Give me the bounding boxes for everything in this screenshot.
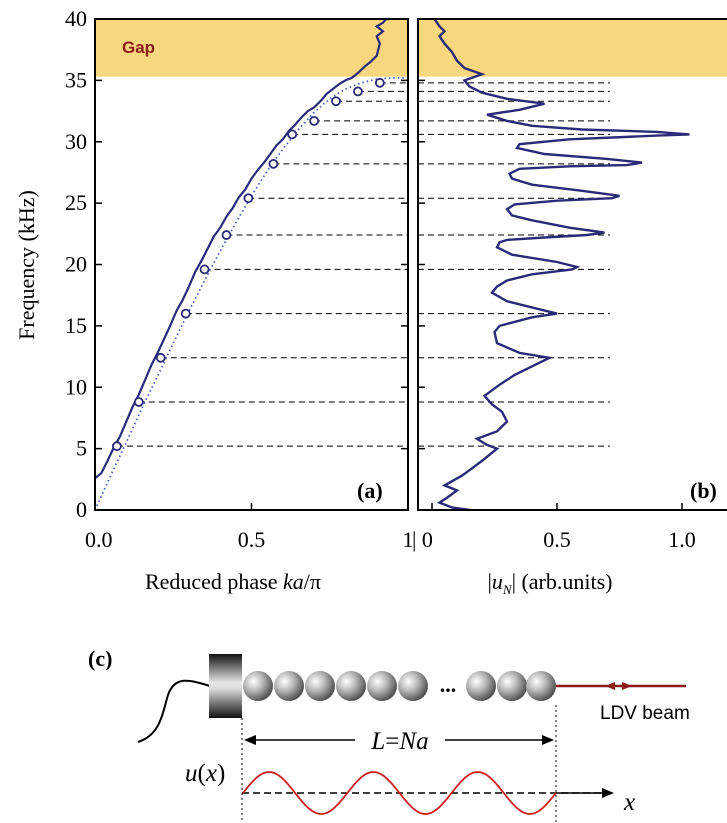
x-axis-label-c: x <box>623 789 635 816</box>
mode-markers <box>112 77 385 452</box>
mode-marker <box>243 193 254 204</box>
ldv-label: LDV beam <box>600 703 690 724</box>
bead <box>243 671 273 701</box>
mode-marker <box>199 264 210 275</box>
bead <box>367 671 397 701</box>
gap-label: Gap <box>122 38 155 57</box>
length-eq: = <box>385 728 399 755</box>
mode-marker <box>133 397 144 407</box>
ldv-arrow-left <box>605 682 615 690</box>
x-tick-label-a: 1 <box>403 527 414 552</box>
plot-frame-b <box>417 18 727 511</box>
ldv-arrow-right <box>622 682 632 690</box>
bead <box>497 671 527 701</box>
length-label-bg <box>355 726 445 754</box>
length-arrow-left <box>244 735 256 745</box>
mode-marker <box>309 115 320 126</box>
x-tick-label-a: 0.0 <box>85 527 113 552</box>
mode-marker <box>112 441 122 452</box>
driver-cable <box>137 679 211 743</box>
displacement-label: u(x) <box>185 760 225 787</box>
mode-marker <box>155 352 166 363</box>
y-axis-label: Frequency (kHz) <box>14 190 39 340</box>
spectrum-curve <box>433 18 690 512</box>
gap-band-b <box>418 19 727 77</box>
mode-marker <box>353 86 363 97</box>
bead <box>466 671 496 701</box>
panel-label-a: (a) <box>357 478 383 503</box>
mode-lines-a <box>116 82 408 447</box>
y-tick-label: 15 <box>65 313 87 338</box>
disp-x: x <box>205 760 217 787</box>
mode-marker <box>374 77 385 88</box>
standing-wave <box>242 771 557 815</box>
x-label-b-bar2: | <box>512 569 516 594</box>
mode-marker <box>331 96 341 107</box>
x-axis-label-a: Reduced phase ka/π <box>145 569 321 594</box>
x-label-a-prefix: Reduced phase <box>145 569 283 594</box>
x-tick-label-b: | 0 <box>412 527 433 552</box>
panel-b: | 0 0.5 1.0 (b) |uN| (arb.units) <box>412 18 727 597</box>
y-tick-label: 40 <box>65 6 87 31</box>
bead-chain <box>243 671 556 701</box>
panel-label-b: (b) <box>690 478 717 503</box>
y-tick-label: 30 <box>65 129 87 154</box>
mode-marker <box>180 308 191 319</box>
mode-marker <box>287 129 298 140</box>
panel-label-c: (c) <box>88 646 112 671</box>
x-tick-label-a: 0.5 <box>238 527 266 552</box>
disp-u: u <box>185 760 198 787</box>
theory-curve <box>94 77 408 511</box>
y-tick-label: 0 <box>76 497 87 522</box>
y-tick-label: 35 <box>65 67 87 92</box>
mode-marker <box>268 158 279 169</box>
bead <box>305 671 335 701</box>
y-tick-label: 20 <box>65 252 87 277</box>
bead <box>274 671 304 701</box>
length-label: L=Na <box>370 728 428 755</box>
shaker-clamp <box>209 654 242 718</box>
length-arrow-right <box>542 735 554 745</box>
bead <box>336 671 366 701</box>
y-ticks: 0 5 10 15 20 25 30 35 40 <box>65 6 425 522</box>
panel-c-diagram: (c) ... LDV beam L=Na u(x) x <box>88 646 690 823</box>
length-L: L <box>370 728 385 755</box>
x-ticks-a: 0.0 0.5 1 <box>85 503 414 552</box>
x-axis-label-b: |uN| (arb.units) <box>487 569 612 597</box>
x-label-b-sub: N <box>502 582 513 597</box>
x-ticks-b: | 0 0.5 1.0 <box>412 503 696 552</box>
gap-band <box>95 19 408 77</box>
x-tick-label-b: 1.0 <box>668 527 696 552</box>
bead <box>526 671 556 701</box>
x-label-b-bar1: | <box>487 569 491 594</box>
mode-lines-b <box>418 82 610 447</box>
chain-ellipsis: ... <box>440 672 457 697</box>
y-tick-label: 5 <box>76 436 87 461</box>
mode-marker <box>221 230 232 240</box>
x-label-a-suffix: /π <box>304 569 321 594</box>
x-label-b-u: u <box>492 569 503 594</box>
x-tick-label-b: 0.5 <box>543 527 571 552</box>
disp-open: ( <box>198 760 206 787</box>
x-label-b-rest: (arb.units) <box>516 569 613 594</box>
x-label-a-ka: ka <box>283 569 304 594</box>
length-Na: Na <box>398 728 428 755</box>
disp-close: ) <box>217 760 225 787</box>
y-tick-label: 10 <box>65 374 87 399</box>
x-axis-arrowhead <box>602 788 614 798</box>
y-tick-label: 25 <box>65 190 87 215</box>
panel-a: Gap 0 5 10 15 20 25 30 35 40 0.0 0.5 1 (a) Frequen… <box>14 6 425 594</box>
bead <box>398 671 428 701</box>
measured-dispersion <box>94 17 390 479</box>
